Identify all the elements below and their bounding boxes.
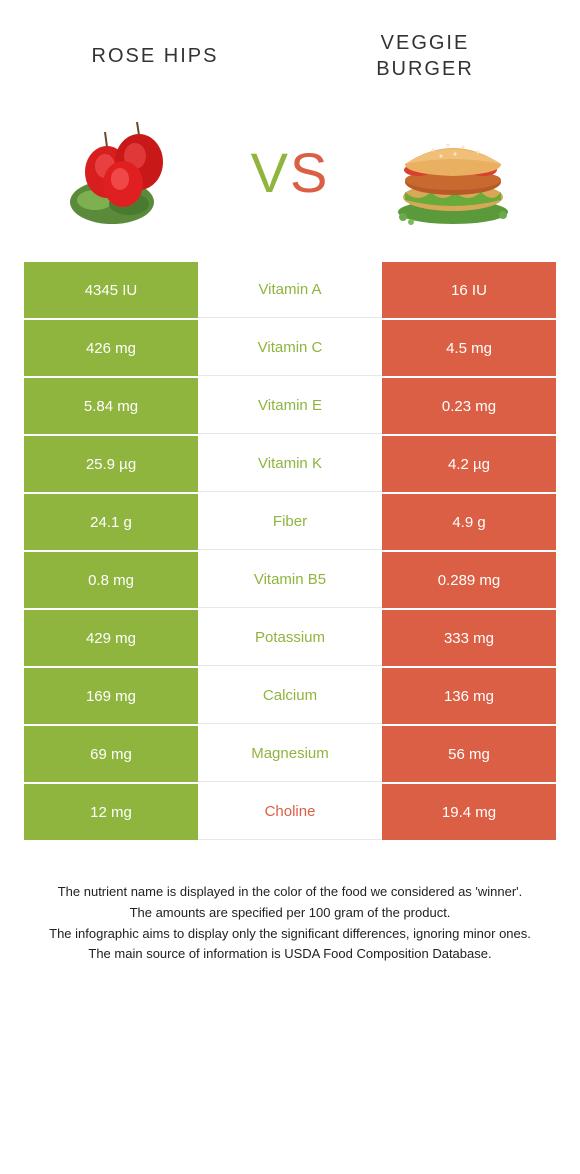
nutrient-name-cell: Fiber — [198, 494, 382, 550]
footer-line1: The nutrient name is displayed in the co… — [30, 882, 550, 903]
left-value-cell: 12 mg — [24, 784, 198, 840]
right-value-cell: 0.289 mg — [382, 552, 556, 608]
left-value-cell: 24.1 g — [24, 494, 198, 550]
table-row: 25.9 µgVitamin K4.2 µg — [24, 436, 556, 492]
right-value-cell: 16 IU — [382, 262, 556, 318]
right-value-cell: 4.5 mg — [382, 320, 556, 376]
right-title-line2: BURGER — [376, 58, 474, 80]
nutrient-name-cell: Magnesium — [198, 726, 382, 782]
right-value-cell: 0.23 mg — [382, 378, 556, 434]
vs-label: VS — [251, 140, 330, 205]
right-value-cell: 333 mg — [382, 610, 556, 666]
footer-notes: The nutrient name is displayed in the co… — [0, 842, 580, 995]
infographic-container: ROSE HIPS VEGGIE BURGER VS — [0, 0, 580, 995]
nutrient-name-cell: Vitamin K — [198, 436, 382, 492]
table-row: 24.1 gFiber4.9 g — [24, 494, 556, 550]
vs-v-letter: V — [251, 141, 290, 204]
images-row: VS — [0, 102, 580, 262]
left-value-cell: 69 mg — [24, 726, 198, 782]
right-value-cell: 56 mg — [382, 726, 556, 782]
vs-s-letter: S — [290, 141, 329, 204]
footer-line4: The main source of information is USDA F… — [30, 944, 550, 965]
left-value-cell: 426 mg — [24, 320, 198, 376]
left-value-cell: 4345 IU — [24, 262, 198, 318]
table-row: 169 mgCalcium136 mg — [24, 668, 556, 724]
left-value-cell: 5.84 mg — [24, 378, 198, 434]
right-title-line1: VEGGIE — [381, 32, 470, 54]
table-row: 69 mgMagnesium56 mg — [24, 726, 556, 782]
left-food-title: ROSE HIPS — [20, 45, 290, 68]
nutrient-table: 4345 IUVitamin A16 IU426 mgVitamin C4.5 … — [24, 262, 556, 840]
table-row: 429 mgPotassium333 mg — [24, 610, 556, 666]
left-value-cell: 0.8 mg — [24, 552, 198, 608]
right-value-cell: 4.9 g — [382, 494, 556, 550]
footer-line2: The amounts are specified per 100 gram o… — [30, 903, 550, 924]
nutrient-name-cell: Vitamin E — [198, 378, 382, 434]
left-value-cell: 429 mg — [24, 610, 198, 666]
header: ROSE HIPS VEGGIE BURGER — [0, 0, 580, 102]
right-value-cell: 136 mg — [382, 668, 556, 724]
right-value-cell: 19.4 mg — [382, 784, 556, 840]
footer-line3: The infographic aims to display only the… — [30, 924, 550, 945]
nutrient-name-cell: Choline — [198, 784, 382, 840]
nutrient-name-cell: Vitamin C — [198, 320, 382, 376]
nutrient-name-cell: Vitamin A — [198, 262, 382, 318]
right-value-cell: 4.2 µg — [382, 436, 556, 492]
table-row: 5.84 mgVitamin E0.23 mg — [24, 378, 556, 434]
nutrient-name-cell: Calcium — [198, 668, 382, 724]
table-row: 0.8 mgVitamin B50.289 mg — [24, 552, 556, 608]
table-row: 12 mgCholine19.4 mg — [24, 784, 556, 840]
left-value-cell: 25.9 µg — [24, 436, 198, 492]
left-value-cell: 169 mg — [24, 668, 198, 724]
right-food-title: VEGGIE BURGER — [290, 30, 560, 82]
burger-image — [383, 112, 523, 232]
table-row: 4345 IUVitamin A16 IU — [24, 262, 556, 318]
nutrient-name-cell: Potassium — [198, 610, 382, 666]
rosehip-image — [57, 112, 197, 232]
nutrient-name-cell: Vitamin B5 — [198, 552, 382, 608]
table-row: 426 mgVitamin C4.5 mg — [24, 320, 556, 376]
